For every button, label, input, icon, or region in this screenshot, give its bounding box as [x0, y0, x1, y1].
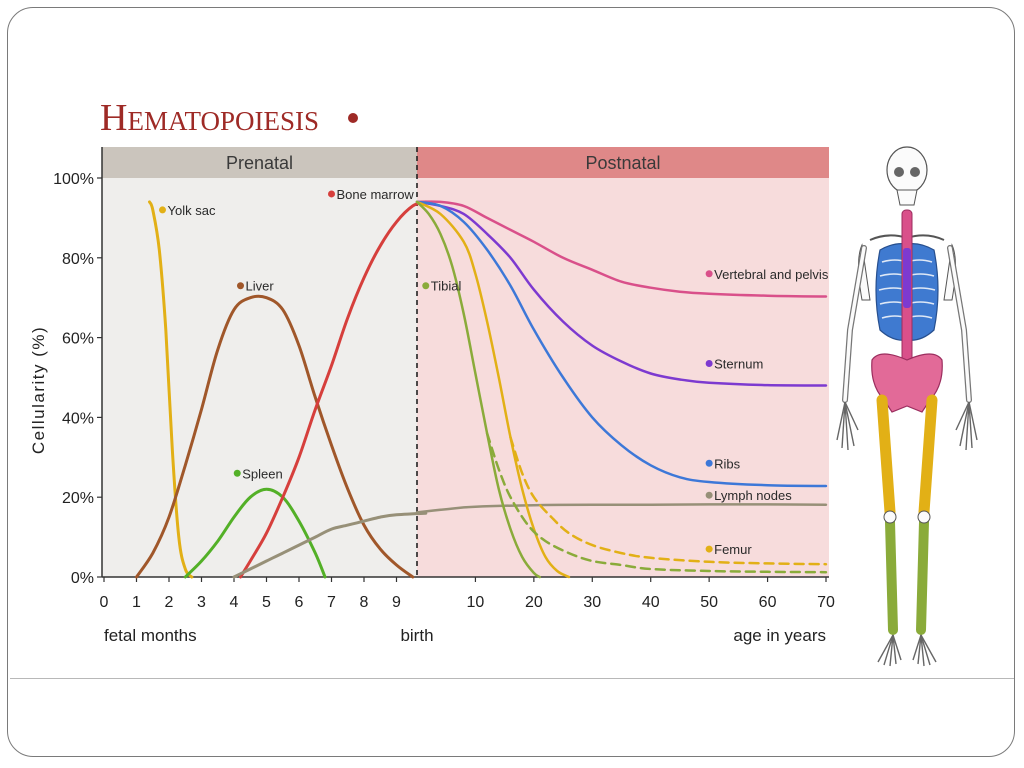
x-tick-label: 70 — [817, 594, 835, 611]
label-dot-liver — [237, 282, 244, 290]
postnatal-header-label: Postnatal — [585, 153, 660, 173]
x-tick-label: 6 — [295, 594, 304, 611]
slide-divider — [10, 678, 1014, 679]
series-line-postnatal-tibial — [415, 200, 541, 579]
label-dot-tibial — [422, 282, 430, 290]
title-dot-icon — [348, 113, 358, 123]
jaw-icon — [896, 189, 918, 206]
series-line-postnatal-femur-dashed — [509, 436, 828, 566]
label-dot-spleen — [233, 469, 241, 477]
label-dot-ribs — [705, 459, 713, 467]
knee-right-icon — [917, 510, 931, 524]
series-label-tibial: Tibial — [431, 279, 462, 294]
x-tick-label: 60 — [759, 594, 777, 611]
series-label-ribs: Ribs — [714, 456, 741, 471]
x-tick-label: 9 — [392, 594, 401, 611]
y-axis-label: Cellularity (%) — [29, 326, 48, 454]
eye-socket-left-icon — [894, 167, 904, 177]
series-label-yolk-sac: Yolk sac — [168, 203, 216, 218]
femur-left-icon — [876, 394, 896, 518]
chart-title-initial: H — [100, 97, 127, 139]
femur-right-icon — [918, 394, 938, 518]
y-tick-label: 60% — [62, 331, 94, 348]
series-line-prenatal-liver — [135, 294, 415, 579]
label-dot-vertebral-and-pelvis — [705, 270, 713, 278]
x-tick-label: 50 — [700, 594, 718, 611]
series-line-postnatal-sternum — [415, 200, 828, 387]
label-dot-lymph-nodes — [705, 491, 713, 499]
label-dot-femur — [705, 545, 713, 553]
sternum-icon — [903, 248, 911, 308]
hand-right-icon — [955, 401, 978, 451]
x-tick-label: 30 — [583, 594, 601, 611]
x-tick-label: 4 — [230, 594, 239, 611]
prenatal-background — [102, 178, 417, 577]
y-tick-label: 0% — [71, 570, 94, 587]
series-label-bone-marrow: Bone marrow — [337, 187, 415, 202]
hand-left-icon — [836, 401, 859, 451]
y-tick-label: 80% — [62, 251, 94, 268]
prenatal-header-label: Prenatal — [226, 153, 293, 173]
skull-icon — [886, 146, 928, 194]
chart-title-rest: EMATOPOIESIS — [127, 106, 319, 136]
series-label-femur: Femur — [714, 542, 752, 557]
label-dot-yolk-sac — [159, 206, 166, 214]
label-layer: Yolk sac Liver Spleen Bone marrow Tibial Vert… — [159, 187, 829, 557]
x-tick-label: 7 — [327, 594, 336, 611]
x-axis-label-fetal: fetal months — [104, 626, 197, 645]
pelvis-icon — [871, 353, 943, 413]
x-tick-label: 3 — [197, 594, 206, 611]
knee-left-icon — [883, 510, 897, 524]
eye-socket-right-icon — [910, 167, 920, 177]
prenatal-header-band — [102, 147, 417, 178]
series-layer — [135, 200, 828, 579]
x-tick-label: 2 — [165, 594, 174, 611]
x-tick-label: 1 — [132, 594, 141, 611]
skeleton-illustration — [836, 146, 978, 667]
series-line-prenatal-spleen — [183, 487, 327, 579]
foot-right-icon — [912, 634, 937, 667]
series-line-postnatal-vertebral-and-pelvis — [415, 200, 828, 298]
series-label-lymph-nodes: Lymph nodes — [714, 488, 792, 503]
series-line-postnatal-femur — [415, 200, 571, 579]
series-label-spleen: Spleen — [242, 466, 282, 481]
series-label-vertebral-and-pelvis: Vertebral and pelvis — [714, 267, 829, 282]
y-tick-label: 100% — [53, 171, 94, 188]
postnatal-header-band — [417, 147, 829, 178]
tibia-right-icon — [916, 517, 929, 635]
label-dot-bone-marrow — [328, 190, 335, 198]
y-tick-label: 40% — [62, 410, 94, 427]
x-tick-label: 0 — [100, 594, 109, 611]
axes-layer: 0% 20% 40% 60% 80% 100% 0 1 2 3 4 5 6 7 8 9 10 20 30 40 50 60… — [53, 147, 835, 611]
series-line-prenatal-bone-marrow — [239, 200, 428, 579]
series-line-prenatal-lymph-nodes — [232, 511, 428, 579]
foot-left-icon — [877, 634, 902, 667]
x-axis-label-birth: birth — [400, 626, 433, 645]
y-tick-label: 20% — [62, 490, 94, 507]
series-label-liver: Liver — [246, 279, 275, 294]
series-label-sternum: Sternum — [714, 357, 763, 372]
series-line-postnatal-tibial-dashed — [485, 432, 828, 574]
chart-title: HEMATOPOIESIS — [100, 97, 319, 139]
tibia-left-icon — [885, 517, 898, 635]
x-tick-label: 10 — [467, 594, 485, 611]
x-tick-label: 5 — [262, 594, 271, 611]
label-dot-sternum — [705, 360, 713, 368]
postnatal-background — [417, 178, 829, 577]
series-line-postnatal-ribs — [415, 200, 828, 488]
x-tick-label: 40 — [642, 594, 660, 611]
x-axis-label-age: age in years — [733, 626, 826, 645]
x-tick-label: 8 — [360, 594, 369, 611]
series-line-prenatal-yolk-sac — [148, 200, 194, 579]
series-line-postnatal-lymph-nodes — [415, 503, 828, 514]
x-tick-label: 20 — [525, 594, 543, 611]
